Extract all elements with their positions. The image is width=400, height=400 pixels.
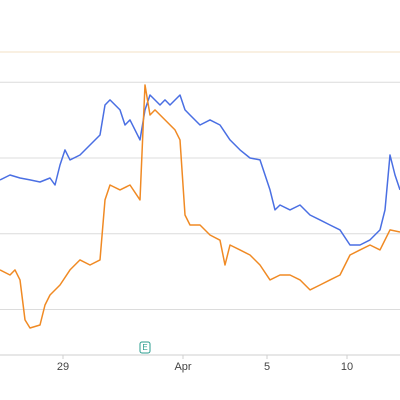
x-tick-label: 29: [57, 361, 69, 373]
series-line: [0, 94, 400, 246]
x-tick-label: 10: [341, 361, 353, 373]
x-tick-label: Apr: [174, 361, 191, 373]
annotation-label: E: [142, 343, 147, 352]
x-tick-label: 5: [264, 361, 270, 373]
series-line: [0, 84, 400, 329]
annotation-box: [139, 341, 151, 354]
